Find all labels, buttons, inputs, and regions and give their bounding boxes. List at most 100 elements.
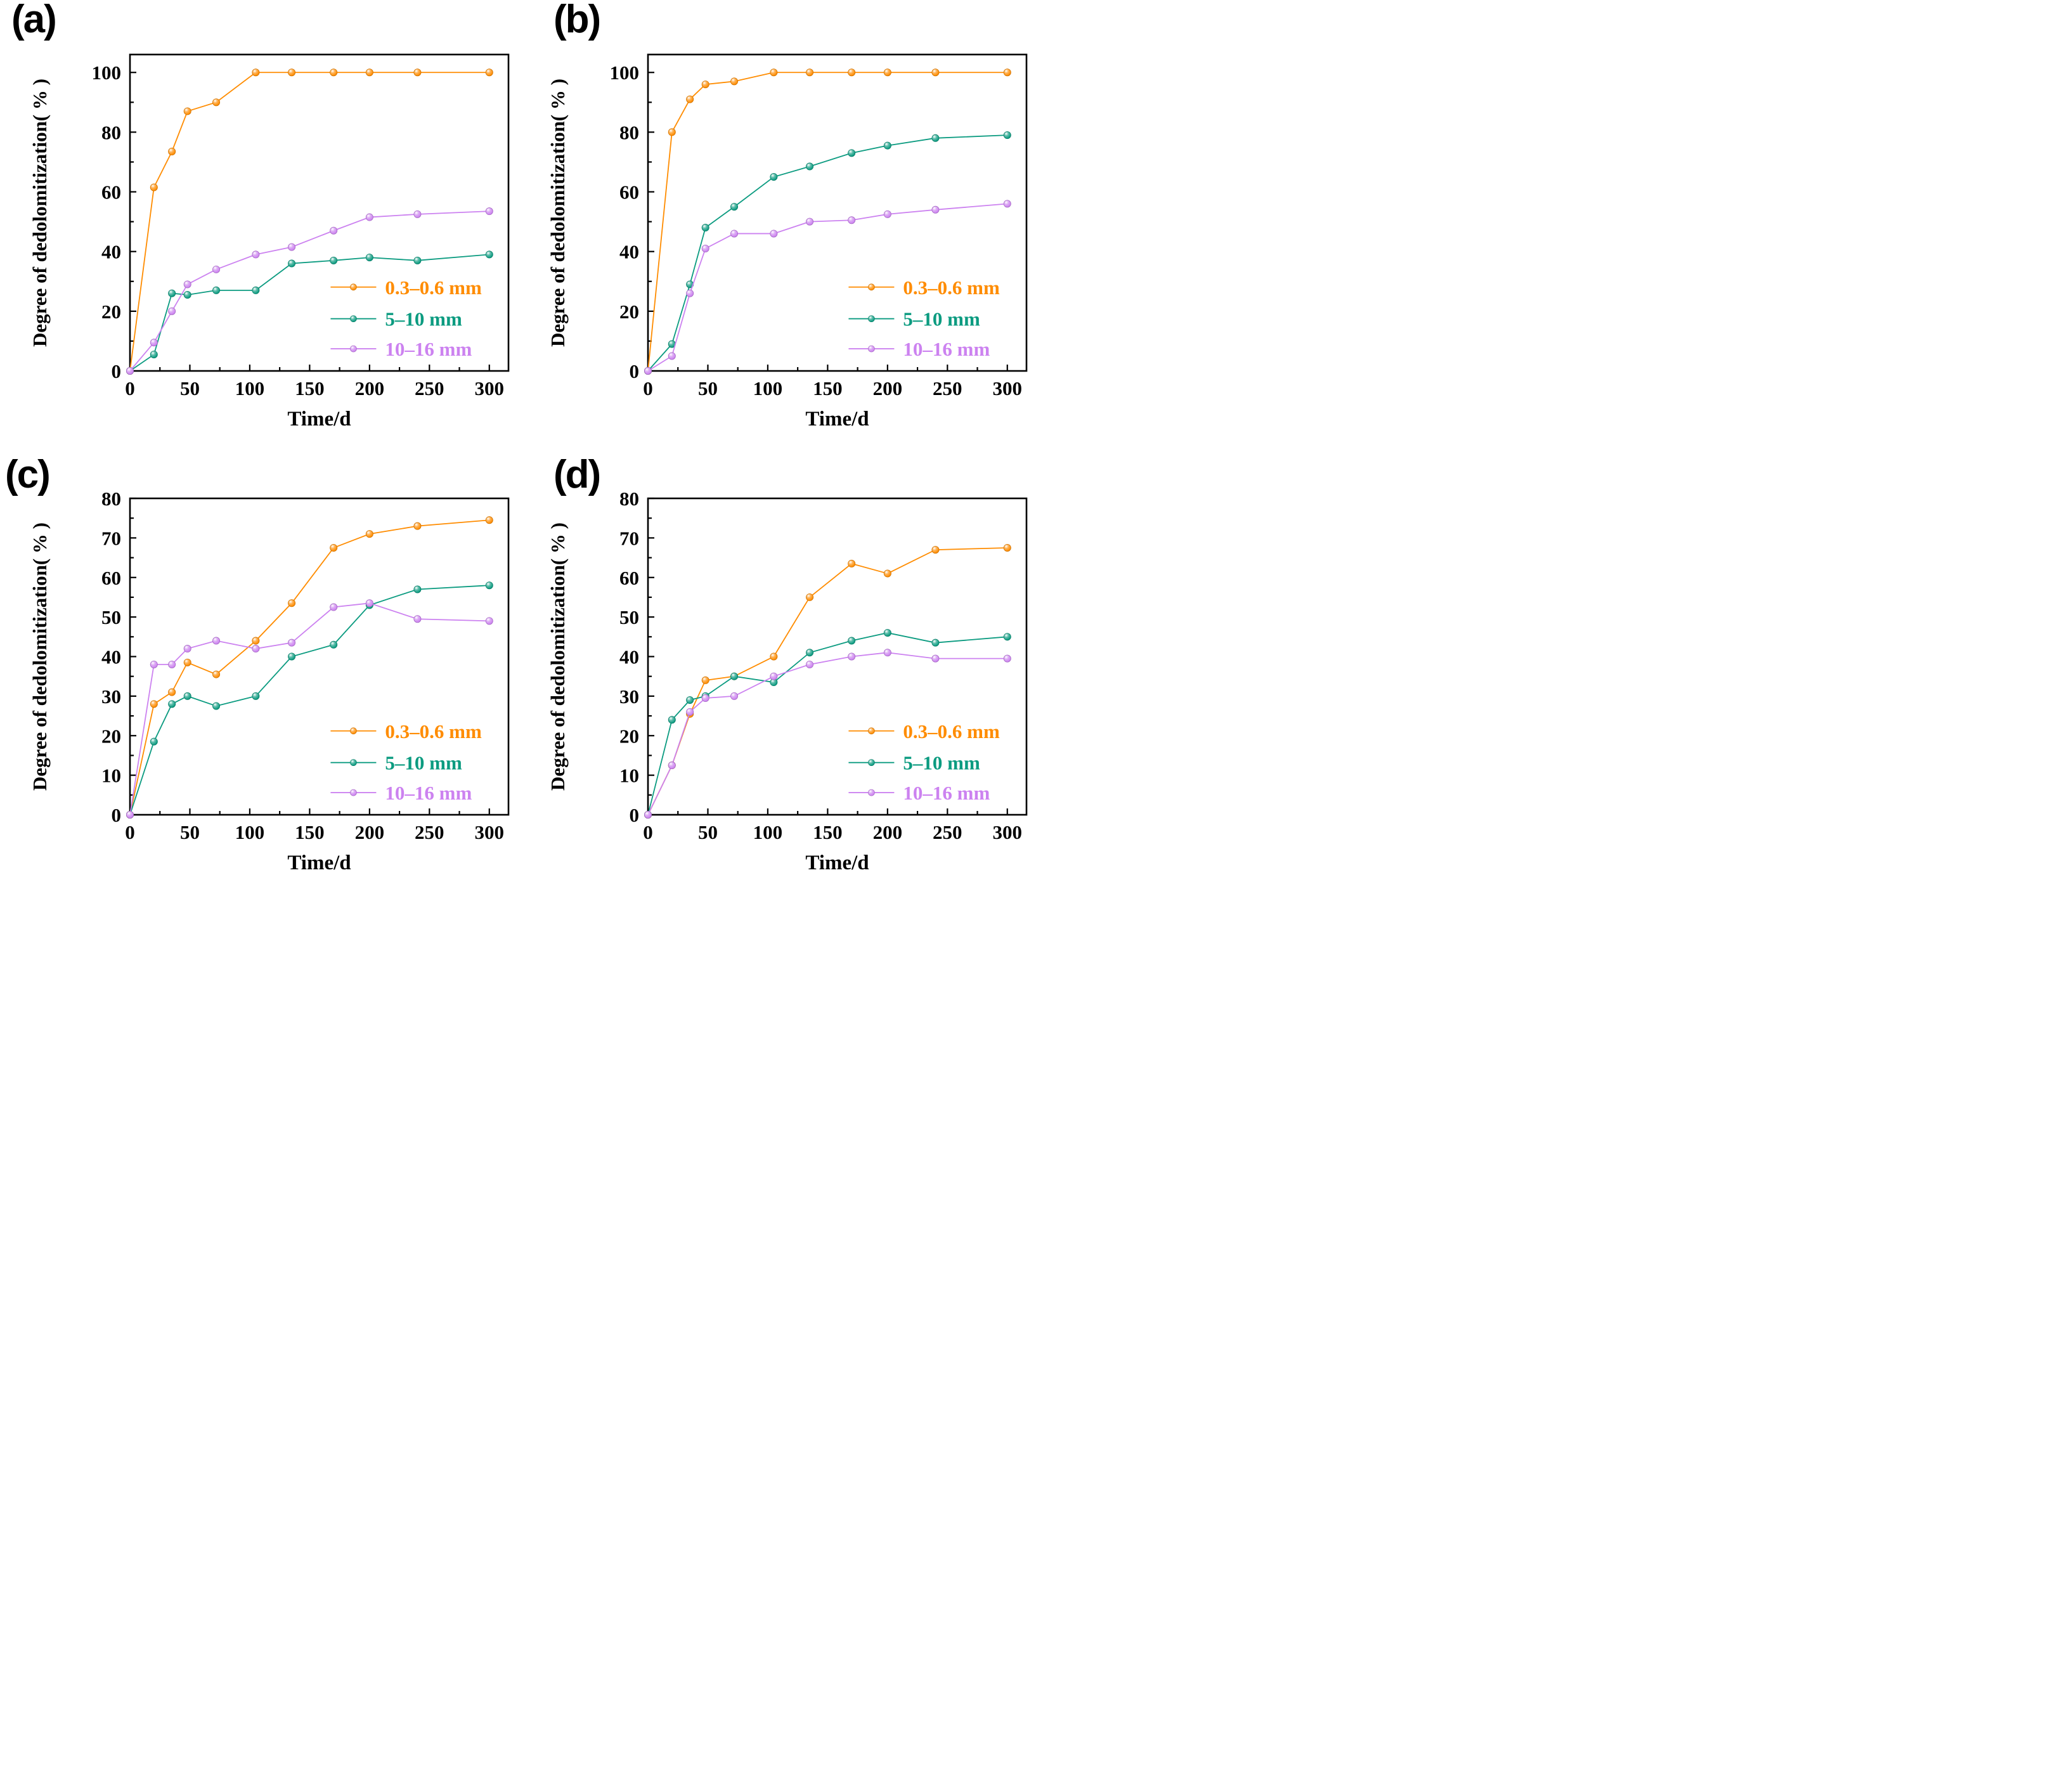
data-point-marker — [183, 280, 191, 288]
y-axis-title: Degree of dedolomitization( % ) — [547, 79, 569, 347]
legend-label: 5–10 mm — [385, 752, 462, 774]
data-point-marker — [150, 183, 158, 191]
y-tick-label: 60 — [101, 181, 121, 204]
x-tick-label: 0 — [643, 377, 653, 399]
data-point-marker — [931, 205, 940, 214]
data-point-marker — [806, 660, 814, 668]
legend-marker — [350, 759, 357, 767]
data-point-marker — [330, 543, 338, 552]
data-point-marker — [212, 286, 221, 294]
data-point-marker — [365, 254, 373, 262]
y-tick-label: 60 — [101, 567, 121, 589]
y-tick-label: 40 — [101, 241, 121, 263]
legend-marker — [868, 345, 875, 353]
data-point-marker — [485, 516, 493, 524]
data-point-marker — [365, 530, 373, 538]
figure: (a) 0 50 100 150 200 250 300 0 20 40 60 80 100 Time/d… — [0, 0, 1036, 888]
data-point-marker — [931, 68, 940, 77]
data-point-marker — [168, 700, 176, 708]
y-tick-label: 60 — [619, 567, 639, 589]
data-point-marker — [848, 216, 856, 224]
data-point-marker — [701, 676, 709, 684]
data-point-marker — [1003, 654, 1011, 663]
data-point-marker — [931, 134, 940, 142]
data-point-marker — [212, 670, 221, 678]
x-axis-title: Time/d — [805, 852, 869, 874]
chart-d: 0 50 100 150 200 250 300 0 10 20 30 40 50 60 70 80 Time/… — [547, 488, 1028, 874]
data-point-marker — [686, 95, 694, 103]
data-point-marker — [330, 603, 338, 611]
legend-label: 0.3–0.6 mm — [903, 276, 1000, 299]
legend-label: 10–16 mm — [903, 338, 990, 360]
panel-a: (a) 0 50 100 150 200 250 300 0 20 40 60 80 100 Time/d… — [0, 0, 518, 444]
chart-b: 0 50 100 150 200 250 300 0 20 40 60 80 100 Time/d Degr… — [547, 53, 1028, 431]
x-tick-label: 0 — [125, 377, 135, 399]
data-point-marker — [931, 654, 940, 663]
data-point-marker — [252, 68, 260, 77]
data-point-marker — [770, 173, 778, 181]
y-tick-label: 100 — [92, 62, 122, 84]
data-point-marker — [730, 230, 739, 238]
series-line-5-10-mm — [647, 134, 1007, 372]
data-point-marker — [848, 652, 856, 661]
data-point-marker — [931, 638, 940, 647]
data-point-marker — [252, 645, 260, 653]
panel-label-b: (b) — [554, 0, 601, 41]
data-point-marker — [212, 702, 221, 710]
data-point-marker — [330, 640, 338, 649]
data-point-marker — [413, 522, 422, 530]
data-point-marker — [644, 811, 652, 819]
x-tick-label: 250 — [415, 821, 444, 843]
x-tick-label: 0 — [643, 821, 653, 843]
y-tick-label: 60 — [619, 181, 639, 204]
plot-frame — [647, 53, 1028, 372]
x-tick-label: 100 — [753, 377, 783, 399]
data-point-marker — [806, 649, 814, 657]
legend-label: 0.3–0.6 mm — [903, 720, 1000, 742]
panel-b: (b) 0 50 100 150 200 250 300 0 20 40 60 80 100 Time/d… — [518, 0, 1036, 444]
data-point-marker — [365, 68, 373, 77]
data-point-marker — [883, 141, 891, 150]
y-tick-label: 20 — [101, 301, 121, 323]
data-point-marker — [288, 599, 296, 607]
data-point-marker — [770, 230, 778, 238]
x-tick-label: 300 — [475, 821, 505, 843]
data-point-marker — [485, 617, 493, 625]
y-tick-label: 20 — [619, 725, 639, 747]
data-point-marker — [485, 581, 493, 590]
y-tick-label: 80 — [101, 121, 121, 143]
y-tick-label: 80 — [619, 488, 639, 510]
data-point-marker — [288, 638, 296, 647]
data-point-marker — [413, 210, 422, 218]
legend-marker — [868, 315, 875, 323]
legend-label: 5–10 mm — [903, 752, 980, 774]
x-axis-title: Time/d — [287, 852, 351, 874]
data-point-marker — [701, 224, 709, 232]
data-point-marker — [686, 289, 694, 297]
data-point-marker — [252, 286, 260, 294]
data-point-marker — [1003, 131, 1011, 139]
y-tick-label: 30 — [101, 685, 121, 708]
data-point-marker — [730, 203, 739, 211]
data-point-marker — [1003, 68, 1011, 77]
data-point-marker — [686, 696, 694, 704]
data-point-marker — [806, 593, 814, 601]
y-tick-label: 10 — [619, 765, 639, 787]
data-point-marker — [883, 210, 891, 218]
data-point-marker — [770, 672, 778, 680]
data-point-marker — [365, 599, 373, 607]
y-tick-label: 40 — [619, 241, 639, 263]
data-point-marker — [168, 147, 176, 155]
data-point-marker — [288, 259, 296, 268]
y-tick-label: 70 — [101, 527, 121, 549]
data-point-marker — [806, 68, 814, 77]
data-point-marker — [413, 256, 422, 264]
data-point-marker — [1003, 543, 1011, 552]
x-tick-label: 50 — [698, 821, 718, 843]
y-axis-title: Degree of dedolomitization( % ) — [547, 522, 569, 791]
y-tick-label: 30 — [619, 685, 639, 708]
chart-a: 0 50 100 150 200 250 300 0 20 40 60 80 100 Time/d Degr… — [29, 53, 510, 431]
data-point-marker — [330, 256, 338, 264]
data-point-marker — [668, 352, 676, 360]
legend-label: 5–10 mm — [385, 308, 462, 330]
